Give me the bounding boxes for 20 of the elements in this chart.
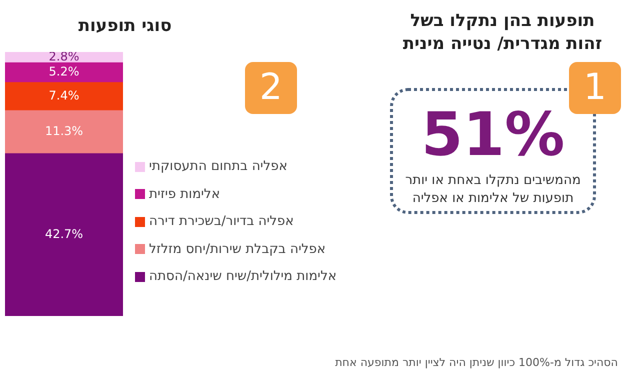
- data-label: 11.3%: [44, 124, 84, 138]
- legend-label: אפליה בדיור/בשכירת דירה: [149, 214, 294, 230]
- text: 2: [245, 62, 297, 114]
- legend-label: אלימות פיזית: [149, 186, 220, 202]
- chart-title: סוגי תופעות: [77, 16, 173, 36]
- bar: [5, 153, 123, 316]
- text: תופעות בהן נתקלו בשל זהות מגדרית/ נטייה מינית: [402, 10, 604, 56]
- legend-label: אלימות מילולית/שיח שינאה/הסתה: [149, 269, 337, 284]
- text: 51%: [421, 100, 565, 170]
- bar: [5, 82, 123, 111]
- legend-label: אפליה בקבלת שירות/יחס מזלזל: [149, 242, 326, 257]
- text: מהמשיבים נתקלו באחת או יותר תופעות של אלימות או אפליה: [404, 172, 582, 208]
- bar: [5, 110, 123, 154]
- legend-label: אפליה בתחום התעסוקתי: [149, 159, 288, 174]
- bar: [5, 62, 123, 83]
- data-label: 5.2%: [48, 64, 80, 79]
- data-label: 7.4%: [48, 88, 80, 103]
- text: 1: [569, 62, 621, 114]
- data-label: 42.7%: [44, 226, 84, 241]
- text: הסהיכ גדול מ-100% כיוון שניתן היה לציין יותר מתופעה אחת: [334, 356, 618, 369]
